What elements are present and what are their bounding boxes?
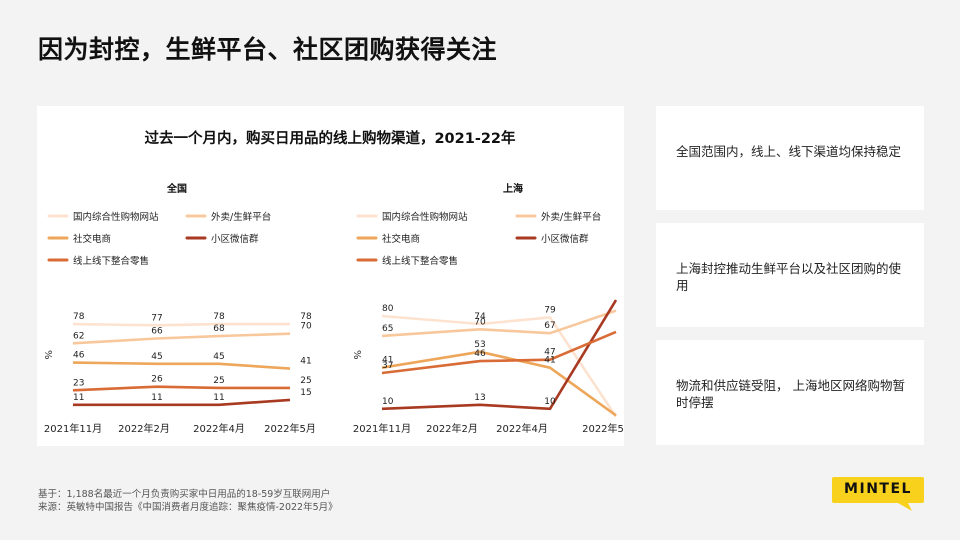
x-tick-label-shanghai-0: 2021年11月 bbox=[353, 422, 411, 435]
data-label-shanghai-1-2: 67 bbox=[544, 321, 555, 331]
chart-title-national: 全国 bbox=[166, 182, 187, 195]
series-line-national-1 bbox=[72, 332, 291, 345]
y-axis-label-national: % bbox=[42, 350, 53, 360]
data-label-shanghai-2-1: 53 bbox=[474, 340, 485, 350]
data-label-national-4-3: 25 bbox=[300, 376, 311, 386]
footnote-base: 基于：1,188名最近一个月负责购买家中日用品的18-59岁互联网用户 bbox=[38, 489, 331, 500]
data-label-shanghai-0-1: 74 bbox=[474, 312, 486, 322]
data-label-shanghai-2-0: 41 bbox=[382, 356, 393, 366]
chart-title: 过去一个月内，购买日用品的线上购物渠道，2021-22年 bbox=[144, 129, 516, 147]
legend-label-shanghai-2: 社交电商 bbox=[382, 233, 420, 245]
series-line-national-3 bbox=[73, 398, 291, 407]
data-label-shanghai-3-0: 10 bbox=[382, 397, 394, 407]
data-label-national-3-2: 11 bbox=[213, 393, 224, 403]
data-label-shanghai-0-2: 79 bbox=[544, 305, 556, 315]
data-label-national-2-2: 45 bbox=[213, 352, 224, 362]
x-tick-label-national-2: 2022年4月 bbox=[193, 422, 245, 435]
footnote-source: 来源：英敏特中国报告《中国消费者月度追踪：聚焦疫情-2022年5月》 bbox=[38, 502, 338, 513]
data-label-national-1-2: 68 bbox=[213, 324, 225, 334]
data-label-national-2-3: 41 bbox=[300, 357, 311, 367]
data-label-shanghai-4-0: 37 bbox=[382, 361, 393, 371]
data-label-shanghai-2-2: 41 bbox=[544, 356, 555, 366]
legend-label-national-3: 小区微信群 bbox=[211, 233, 259, 245]
data-label-national-4-0: 23 bbox=[73, 378, 84, 388]
data-label-national-4-2: 25 bbox=[213, 376, 224, 386]
legend-label-shanghai-3: 小区微信群 bbox=[541, 233, 589, 245]
x-tick-label-national-1: 2022年2月 bbox=[118, 422, 170, 435]
data-label-national-2-1: 45 bbox=[151, 352, 162, 362]
mintel-speech-bubble-logo bbox=[832, 477, 924, 511]
x-tick-label-shanghai-2: 2022年4月 bbox=[496, 422, 548, 435]
charts-svg: 过去一个月内，购买日用品的线上购物渠道，2021-22年 全国% 国内综合性购物网… bbox=[42, 129, 624, 435]
legend-label-national-1: 外卖/生鲜平台 bbox=[211, 211, 271, 223]
data-label-national-1-1: 66 bbox=[151, 327, 163, 337]
series-line-shanghai-1 bbox=[381, 309, 617, 338]
series-line-national-0 bbox=[72, 322, 290, 327]
data-label-shanghai-0-0: 80 bbox=[382, 304, 394, 314]
chart-panel: 过去一个月内，购买日用品的线上购物渠道，2021-22年 全国% 国内综合性购物网… bbox=[37, 106, 624, 446]
insight-text-2: 上海封控推动生鲜平台以及社区团购的使用 bbox=[676, 261, 902, 293]
data-label-national-0-2: 78 bbox=[213, 312, 225, 322]
series-line-shanghai-0 bbox=[381, 314, 618, 418]
data-label-shanghai-1-1: 70 bbox=[474, 317, 486, 327]
legend-label-national-4: 线上线下整合零售 bbox=[73, 255, 149, 267]
data-label-national-1-0: 62 bbox=[73, 331, 84, 341]
data-label-national-0-0: 78 bbox=[73, 312, 85, 322]
series-line-national-4 bbox=[72, 385, 290, 392]
data-label-national-4-1: 26 bbox=[151, 375, 163, 385]
y-axis-label-shanghai: % bbox=[351, 350, 362, 360]
series-line-shanghai-3 bbox=[381, 299, 618, 411]
data-label-national-1-3: 70 bbox=[300, 322, 312, 332]
legend-label-national-2: 社交电商 bbox=[73, 233, 111, 245]
insight-text-3: 物流和供应链受阻， 上海地区网络购物暂时停摆 bbox=[676, 378, 905, 410]
insight-box-3: 物流和供应链受阻， 上海地区网络购物暂时停摆 bbox=[656, 340, 924, 445]
data-label-national-3-1: 11 bbox=[151, 393, 162, 403]
x-tick-label-national-0: 2021年11月 bbox=[44, 422, 102, 435]
data-label-shanghai-3-2: 10 bbox=[544, 397, 556, 407]
insight-box-2: 上海封控推动生鲜平台以及社区团购的使用 bbox=[656, 223, 924, 327]
insight-box-1: 全国范围内，线上、线下渠道均保持稳定 bbox=[656, 106, 924, 210]
data-label-shanghai-4-1: 46 bbox=[474, 349, 486, 359]
x-tick-label-national-3: 2022年5月 bbox=[264, 422, 316, 435]
legend-label-national-0: 国内综合性购物网站 bbox=[73, 211, 159, 223]
logo-text: MINTEL bbox=[844, 481, 912, 497]
x-tick-label-shanghai-3: 2022年5月 bbox=[582, 422, 624, 435]
series-line-national-2 bbox=[72, 361, 291, 370]
series-line-shanghai-4 bbox=[381, 330, 617, 375]
chart-title-shanghai: 上海 bbox=[503, 182, 523, 195]
mintel-logo: MINTEL bbox=[832, 477, 924, 511]
legend-label-shanghai-0: 国内综合性购物网站 bbox=[382, 211, 468, 223]
data-label-national-0-1: 77 bbox=[151, 313, 162, 323]
data-label-shanghai-4-2: 47 bbox=[544, 348, 555, 358]
data-label-national-2-0: 46 bbox=[73, 351, 85, 361]
x-tick-label-shanghai-1: 2022年2月 bbox=[426, 422, 478, 435]
insight-text-1: 全国范围内，线上、线下渠道均保持稳定 bbox=[676, 144, 902, 159]
legend-label-shanghai-1: 外卖/生鲜平台 bbox=[541, 211, 601, 223]
data-label-shanghai-3-1: 13 bbox=[474, 393, 485, 403]
data-label-national-3-0: 11 bbox=[73, 393, 84, 403]
page-title: 因为封控，生鲜平台、社区团购获得关注 bbox=[38, 35, 498, 64]
data-label-national-3-3: 15 bbox=[300, 388, 311, 398]
data-label-shanghai-1-0: 65 bbox=[382, 324, 393, 334]
data-label-national-0-3: 78 bbox=[300, 312, 312, 322]
legend-label-shanghai-4: 线上线下整合零售 bbox=[382, 255, 458, 267]
